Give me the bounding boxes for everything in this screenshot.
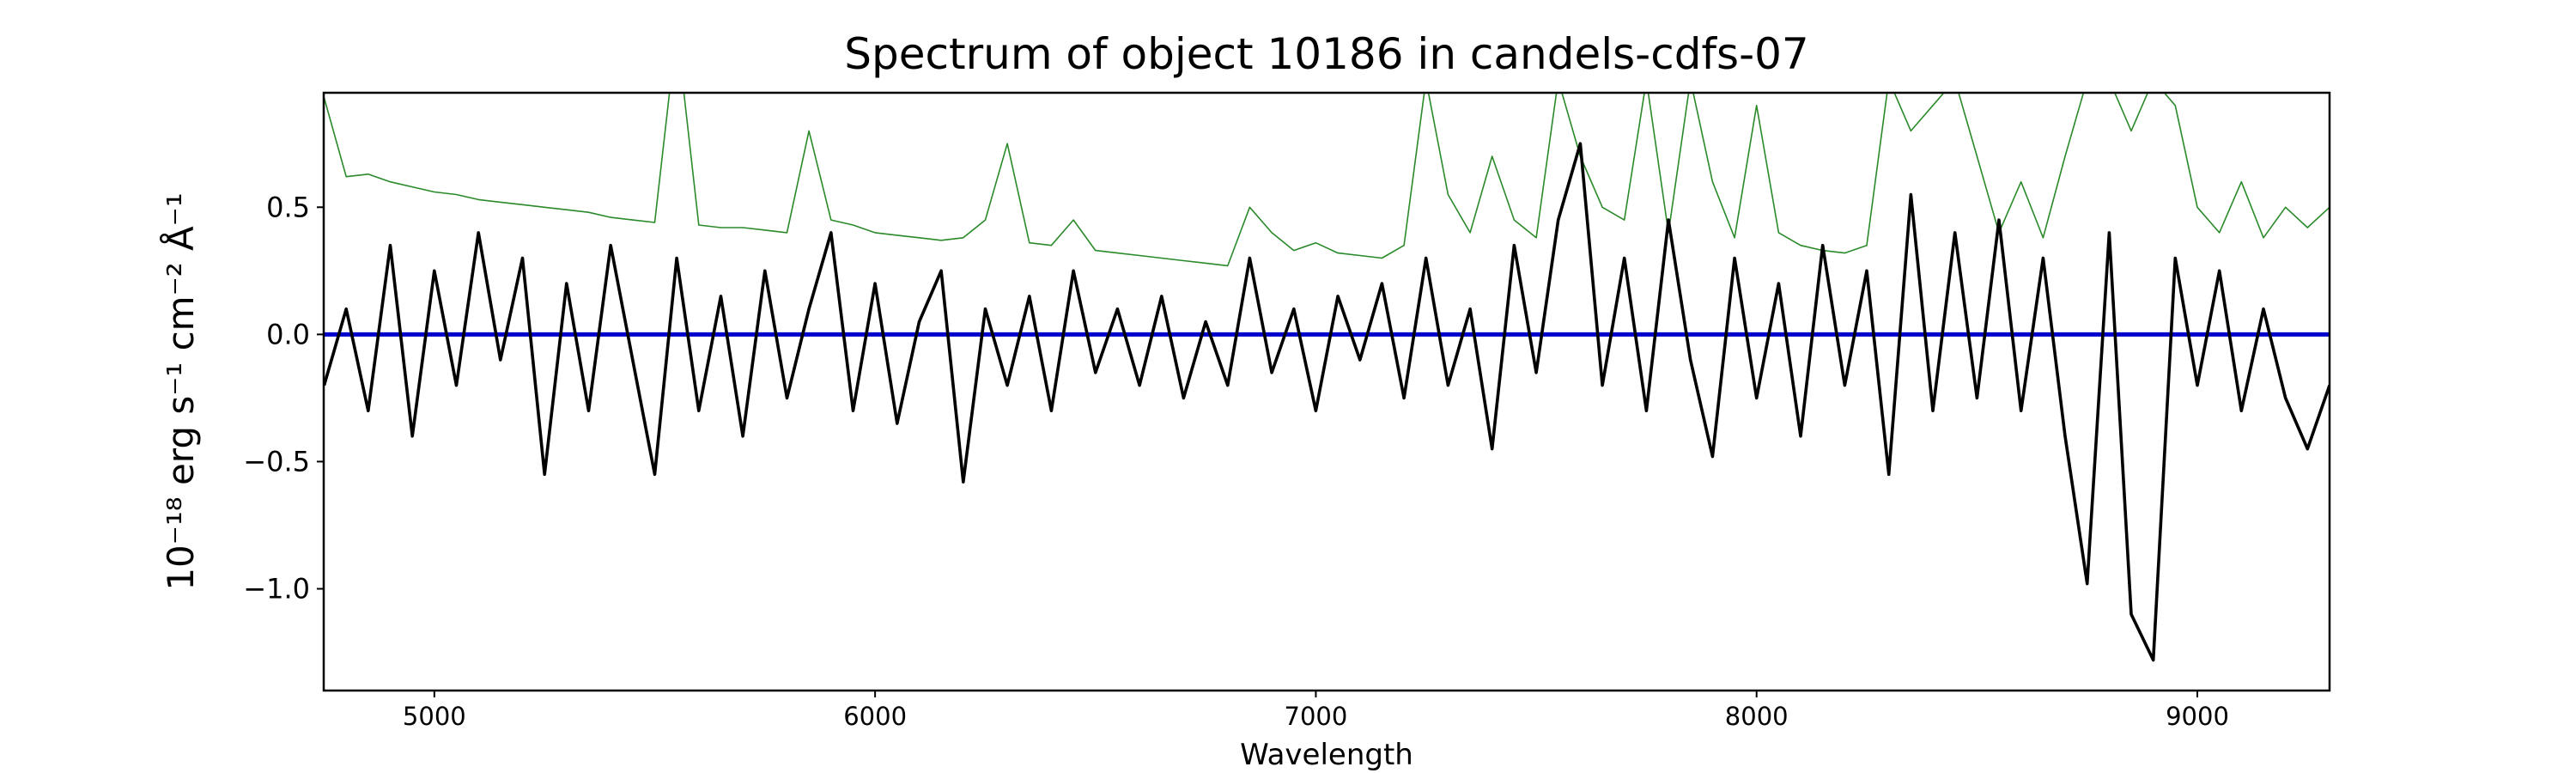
plot-lines — [324, 93, 2330, 662]
x-tick-label: 5000 — [403, 702, 466, 731]
plot-frame — [322, 91, 2331, 692]
y-axis-label: 10⁻¹⁸ erg s⁻¹ cm⁻² Å⁻¹ — [159, 192, 202, 590]
y-tick-label: 0.5 — [266, 191, 310, 223]
series-line — [324, 93, 2330, 267]
x-tick-label: 9000 — [2166, 702, 2229, 731]
series-line — [324, 142, 2330, 662]
x-tick-label: 6000 — [843, 702, 907, 731]
y-tick-label: 0.0 — [266, 318, 310, 350]
chart-title: Spectrum of object 10186 in candels-cdfs… — [844, 29, 1809, 79]
x-tick-label: 7000 — [1285, 702, 1348, 731]
x-tick-label: 8000 — [1725, 702, 1789, 731]
y-tick-label: −0.5 — [243, 445, 310, 478]
x-axis-label: Wavelength — [1240, 738, 1413, 772]
y-tick-label: −1.0 — [243, 573, 310, 606]
